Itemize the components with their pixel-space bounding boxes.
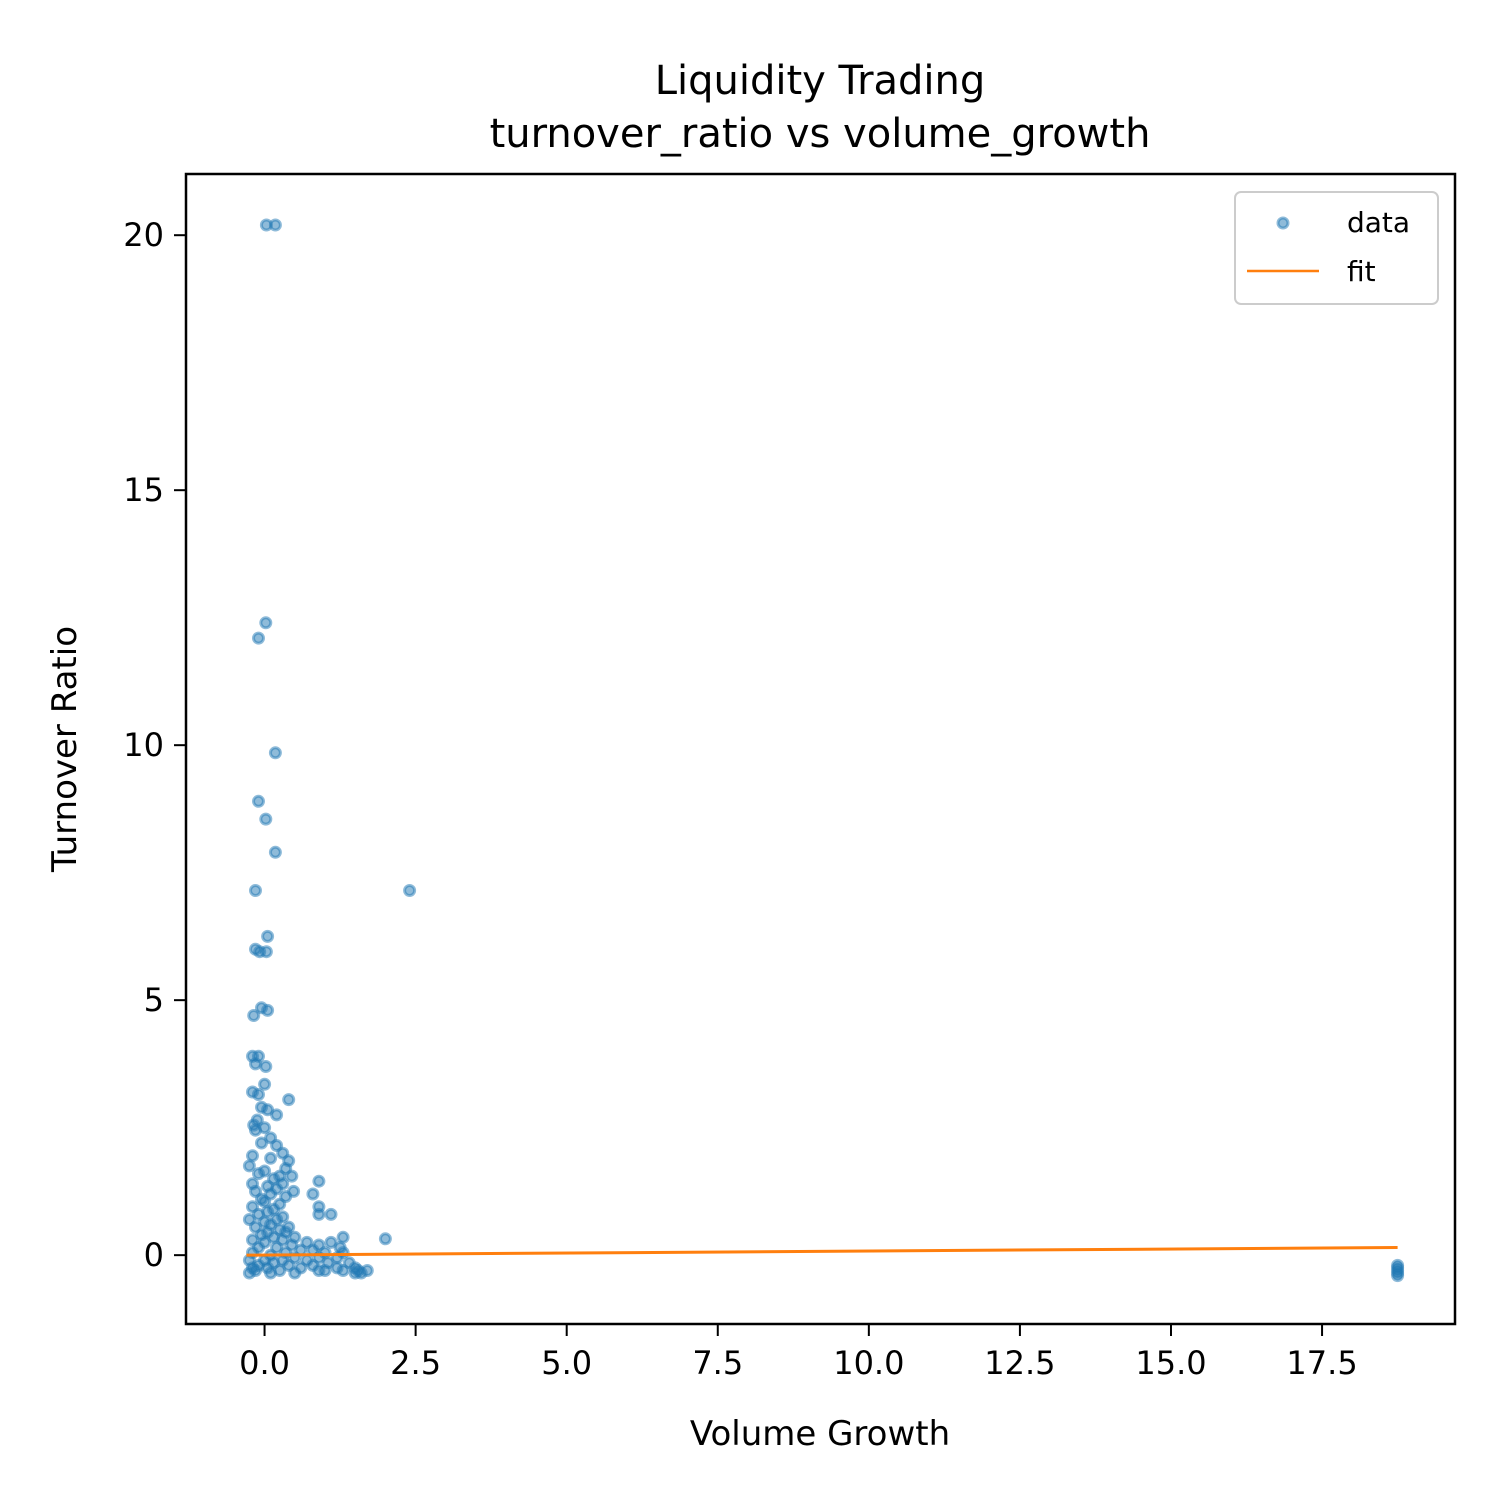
data-points <box>242 218 1405 1283</box>
legend-data-marker <box>1276 216 1290 230</box>
y-tick-label: 0 <box>144 1236 164 1274</box>
data-point <box>282 1093 296 1107</box>
data-point <box>306 1187 320 1201</box>
data-point <box>252 631 265 645</box>
x-tick-label: 0.0 <box>239 1344 290 1382</box>
data-point <box>268 746 282 760</box>
data-point <box>270 1108 284 1122</box>
y-tick-label: 15 <box>123 471 164 509</box>
data-point <box>252 1167 265 1181</box>
x-tick-label: 5.0 <box>541 1344 592 1382</box>
data-point <box>268 845 282 859</box>
data-point <box>259 945 273 959</box>
x-tick-label: 10.0 <box>833 1344 904 1382</box>
data-point <box>285 1169 299 1183</box>
data-point <box>252 1088 265 1101</box>
data-point <box>324 1235 338 1249</box>
chart-title: Liquidity Trading <box>655 58 986 104</box>
data-point <box>336 1264 350 1277</box>
data-point <box>264 1151 278 1165</box>
data-point <box>354 1266 368 1280</box>
data-point <box>255 1136 268 1150</box>
data-point <box>261 929 275 943</box>
data-point <box>312 1207 326 1221</box>
y-tick-label: 5 <box>144 981 164 1019</box>
data-point <box>242 1159 256 1173</box>
data-point <box>324 1207 338 1221</box>
legend-data-label: data <box>1347 206 1410 239</box>
data-point <box>247 1009 261 1022</box>
data-point <box>288 1266 302 1280</box>
x-tick-label: 2.5 <box>390 1344 441 1382</box>
data-point <box>336 1230 350 1244</box>
data-point <box>1391 1269 1405 1283</box>
data-point <box>246 1149 259 1163</box>
legend-fit-label: fit <box>1347 255 1376 288</box>
data-point <box>249 1123 262 1137</box>
data-point <box>258 1077 272 1091</box>
plot-area <box>184 172 1457 1326</box>
fit-line-layer <box>246 1246 1398 1257</box>
data-point <box>259 812 273 826</box>
data-point <box>259 616 273 630</box>
chart-subtitle: turnover_ratio vs volume_growth <box>490 111 1151 157</box>
data-point <box>312 1264 326 1277</box>
data-point <box>242 1266 256 1280</box>
y-axis-label: Turnover Ratio <box>45 626 85 873</box>
data-point <box>252 794 265 808</box>
data-point <box>261 1003 275 1017</box>
x-tick-label: 7.5 <box>692 1344 743 1382</box>
data-point <box>264 1266 278 1280</box>
x-axis-label: Volume Growth <box>690 1414 950 1454</box>
x-axis: 0.0 2.5 5.0 7.5 10.0 12.5 15.0 17.5 <box>239 1324 1358 1382</box>
data-point <box>378 1232 392 1246</box>
fit-line <box>246 1246 1398 1257</box>
data-point <box>249 1057 262 1071</box>
data-point <box>403 884 417 897</box>
data-point <box>258 1195 272 1209</box>
plot-frame <box>184 172 1457 1326</box>
y-tick-label: 20 <box>123 216 164 254</box>
y-axis: 0 5 10 15 20 <box>123 216 186 1274</box>
data-point <box>259 1060 273 1073</box>
data-point <box>268 218 282 232</box>
legend: data fit <box>1234 191 1439 305</box>
x-tick-label: 15.0 <box>1135 1344 1206 1382</box>
x-tick-label: 12.5 <box>984 1344 1055 1382</box>
y-tick-label: 10 <box>123 726 164 764</box>
data-point <box>249 884 262 897</box>
data-point <box>312 1174 326 1188</box>
x-tick-label: 17.5 <box>1286 1344 1357 1382</box>
